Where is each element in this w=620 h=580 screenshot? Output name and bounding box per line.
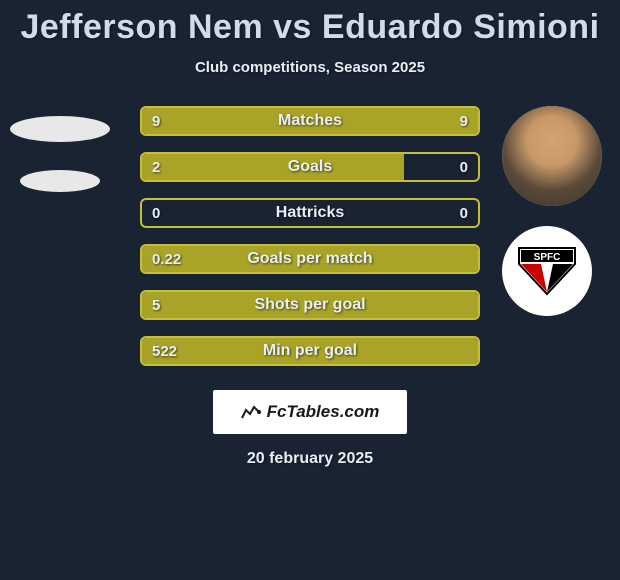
player-left-avatar-placeholder [10,116,110,142]
spfc-shield-icon: SPFC [517,246,577,296]
stat-value-right: 0 [460,159,468,176]
branding-text: FcTables.com [267,402,380,422]
stat-row: 0 Hattricks 0 [140,198,480,228]
stat-bars: 9 Matches 9 2 Goals 0 0 Hattricks 0 0.22 Goals per… [140,106,480,382]
stat-row: 0.22 Goals per match [140,244,480,274]
stat-fill-left [142,154,404,180]
player-right-club-logo: SPFC [502,226,592,316]
stat-value-left: 5 [152,297,160,314]
left-player-column [10,106,110,192]
stat-value-left: 0.22 [152,251,181,268]
stat-value-left: 522 [152,343,177,360]
comparison-card: Jefferson Nem vs Eduardo Simioni Club co… [0,0,620,580]
player-face-icon [502,106,602,206]
svg-text:SPFC: SPFC [534,252,561,263]
stat-value-left: 9 [152,113,160,130]
stat-row: 522 Min per goal [140,336,480,366]
stat-value-left: 2 [152,159,160,176]
date-text: 20 february 2025 [247,450,373,468]
page-title: Jefferson Nem vs Eduardo Simioni [20,8,599,47]
stat-label: Min per goal [263,342,357,360]
fctables-logo-icon [241,404,261,420]
subtitle: Club competitions, Season 2025 [195,59,425,76]
right-player-column: SPFC [502,106,602,316]
stat-label: Hattricks [276,204,344,222]
player-right-avatar [502,106,602,206]
stat-value-left: 0 [152,205,160,222]
stat-row: 2 Goals 0 [140,152,480,182]
stats-area: SPFC 9 Matches 9 2 Goals 0 0 Hattricks 0 0.22 Goal… [0,106,620,382]
stat-value-right: 0 [460,205,468,222]
stat-value-right: 9 [460,113,468,130]
player-left-club-placeholder [20,170,100,192]
stat-label: Matches [278,112,342,130]
stat-row: 5 Shots per goal [140,290,480,320]
stat-label: Goals [288,158,332,176]
branding-badge: FcTables.com [213,390,408,434]
stat-label: Goals per match [247,250,372,268]
stat-label: Shots per goal [254,296,365,314]
stat-row: 9 Matches 9 [140,106,480,136]
